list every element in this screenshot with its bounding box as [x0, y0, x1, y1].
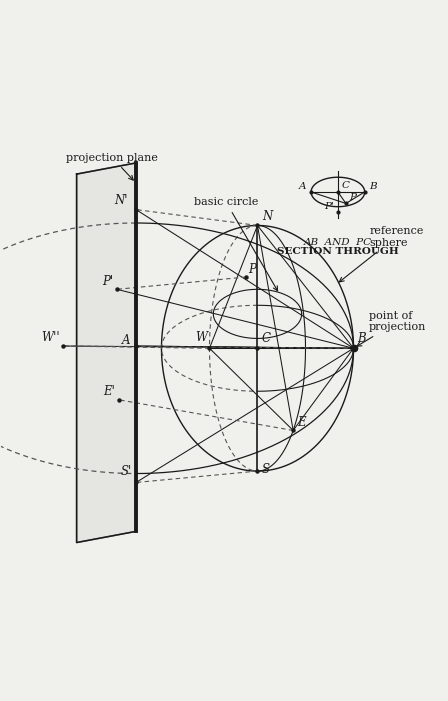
Text: S': S' — [121, 465, 132, 478]
Text: A: A — [299, 182, 306, 191]
Text: C: C — [341, 181, 349, 190]
Text: P': P' — [102, 275, 113, 288]
Text: projection plane: projection plane — [66, 153, 158, 180]
Text: B: B — [357, 332, 366, 345]
Text: N': N' — [115, 194, 128, 207]
Text: C: C — [262, 332, 271, 345]
Polygon shape — [77, 163, 136, 543]
Text: reference
sphere: reference sphere — [340, 226, 423, 282]
Text: P: P — [349, 193, 357, 202]
Text: SECTION THROUGH: SECTION THROUGH — [277, 247, 399, 256]
Text: S: S — [262, 463, 270, 475]
Text: AB  AND  PC: AB AND PC — [304, 238, 372, 247]
Text: A: A — [122, 334, 131, 347]
Text: E': E' — [103, 385, 116, 397]
Text: basic circle: basic circle — [194, 198, 278, 291]
Text: E: E — [297, 416, 306, 429]
Text: point of
projection: point of projection — [357, 311, 426, 346]
Text: W: W — [195, 331, 207, 343]
Text: B: B — [369, 182, 377, 191]
Text: P': P' — [324, 202, 334, 211]
Text: N: N — [262, 210, 272, 223]
Text: P: P — [248, 263, 256, 276]
Text: W'': W'' — [41, 331, 60, 343]
